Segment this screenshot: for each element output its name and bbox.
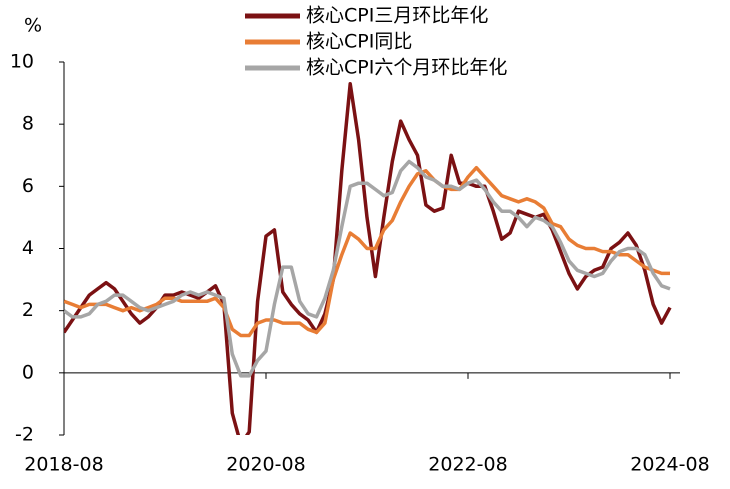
series-line [64,82,672,435]
legend-label: 核心CPI三月环比年化 [306,5,488,27]
y-unit: % [24,15,42,37]
x-tick-label: 2020-08 [226,454,305,476]
y-tick-label: 8 [22,113,34,135]
y-tick-label: 10 [10,51,34,73]
x-tick-label: 2024-08 [630,454,709,476]
plot-area [64,82,672,435]
series-line [64,159,671,378]
x-tick-label: 2018-08 [24,454,103,476]
y-tick-label: 0 [22,361,34,383]
y-tick-label: 6 [22,175,34,197]
y-tick-label: 4 [22,237,34,259]
legend-label: 核心CPI六个月环比年化 [306,57,507,79]
y-tick-label: -2 [15,424,34,446]
series-line [64,165,670,338]
legend-label: 核心CPI同比 [306,31,412,53]
x-tick-label: 2022-08 [428,454,507,476]
y-tick-label: 2 [22,299,34,321]
